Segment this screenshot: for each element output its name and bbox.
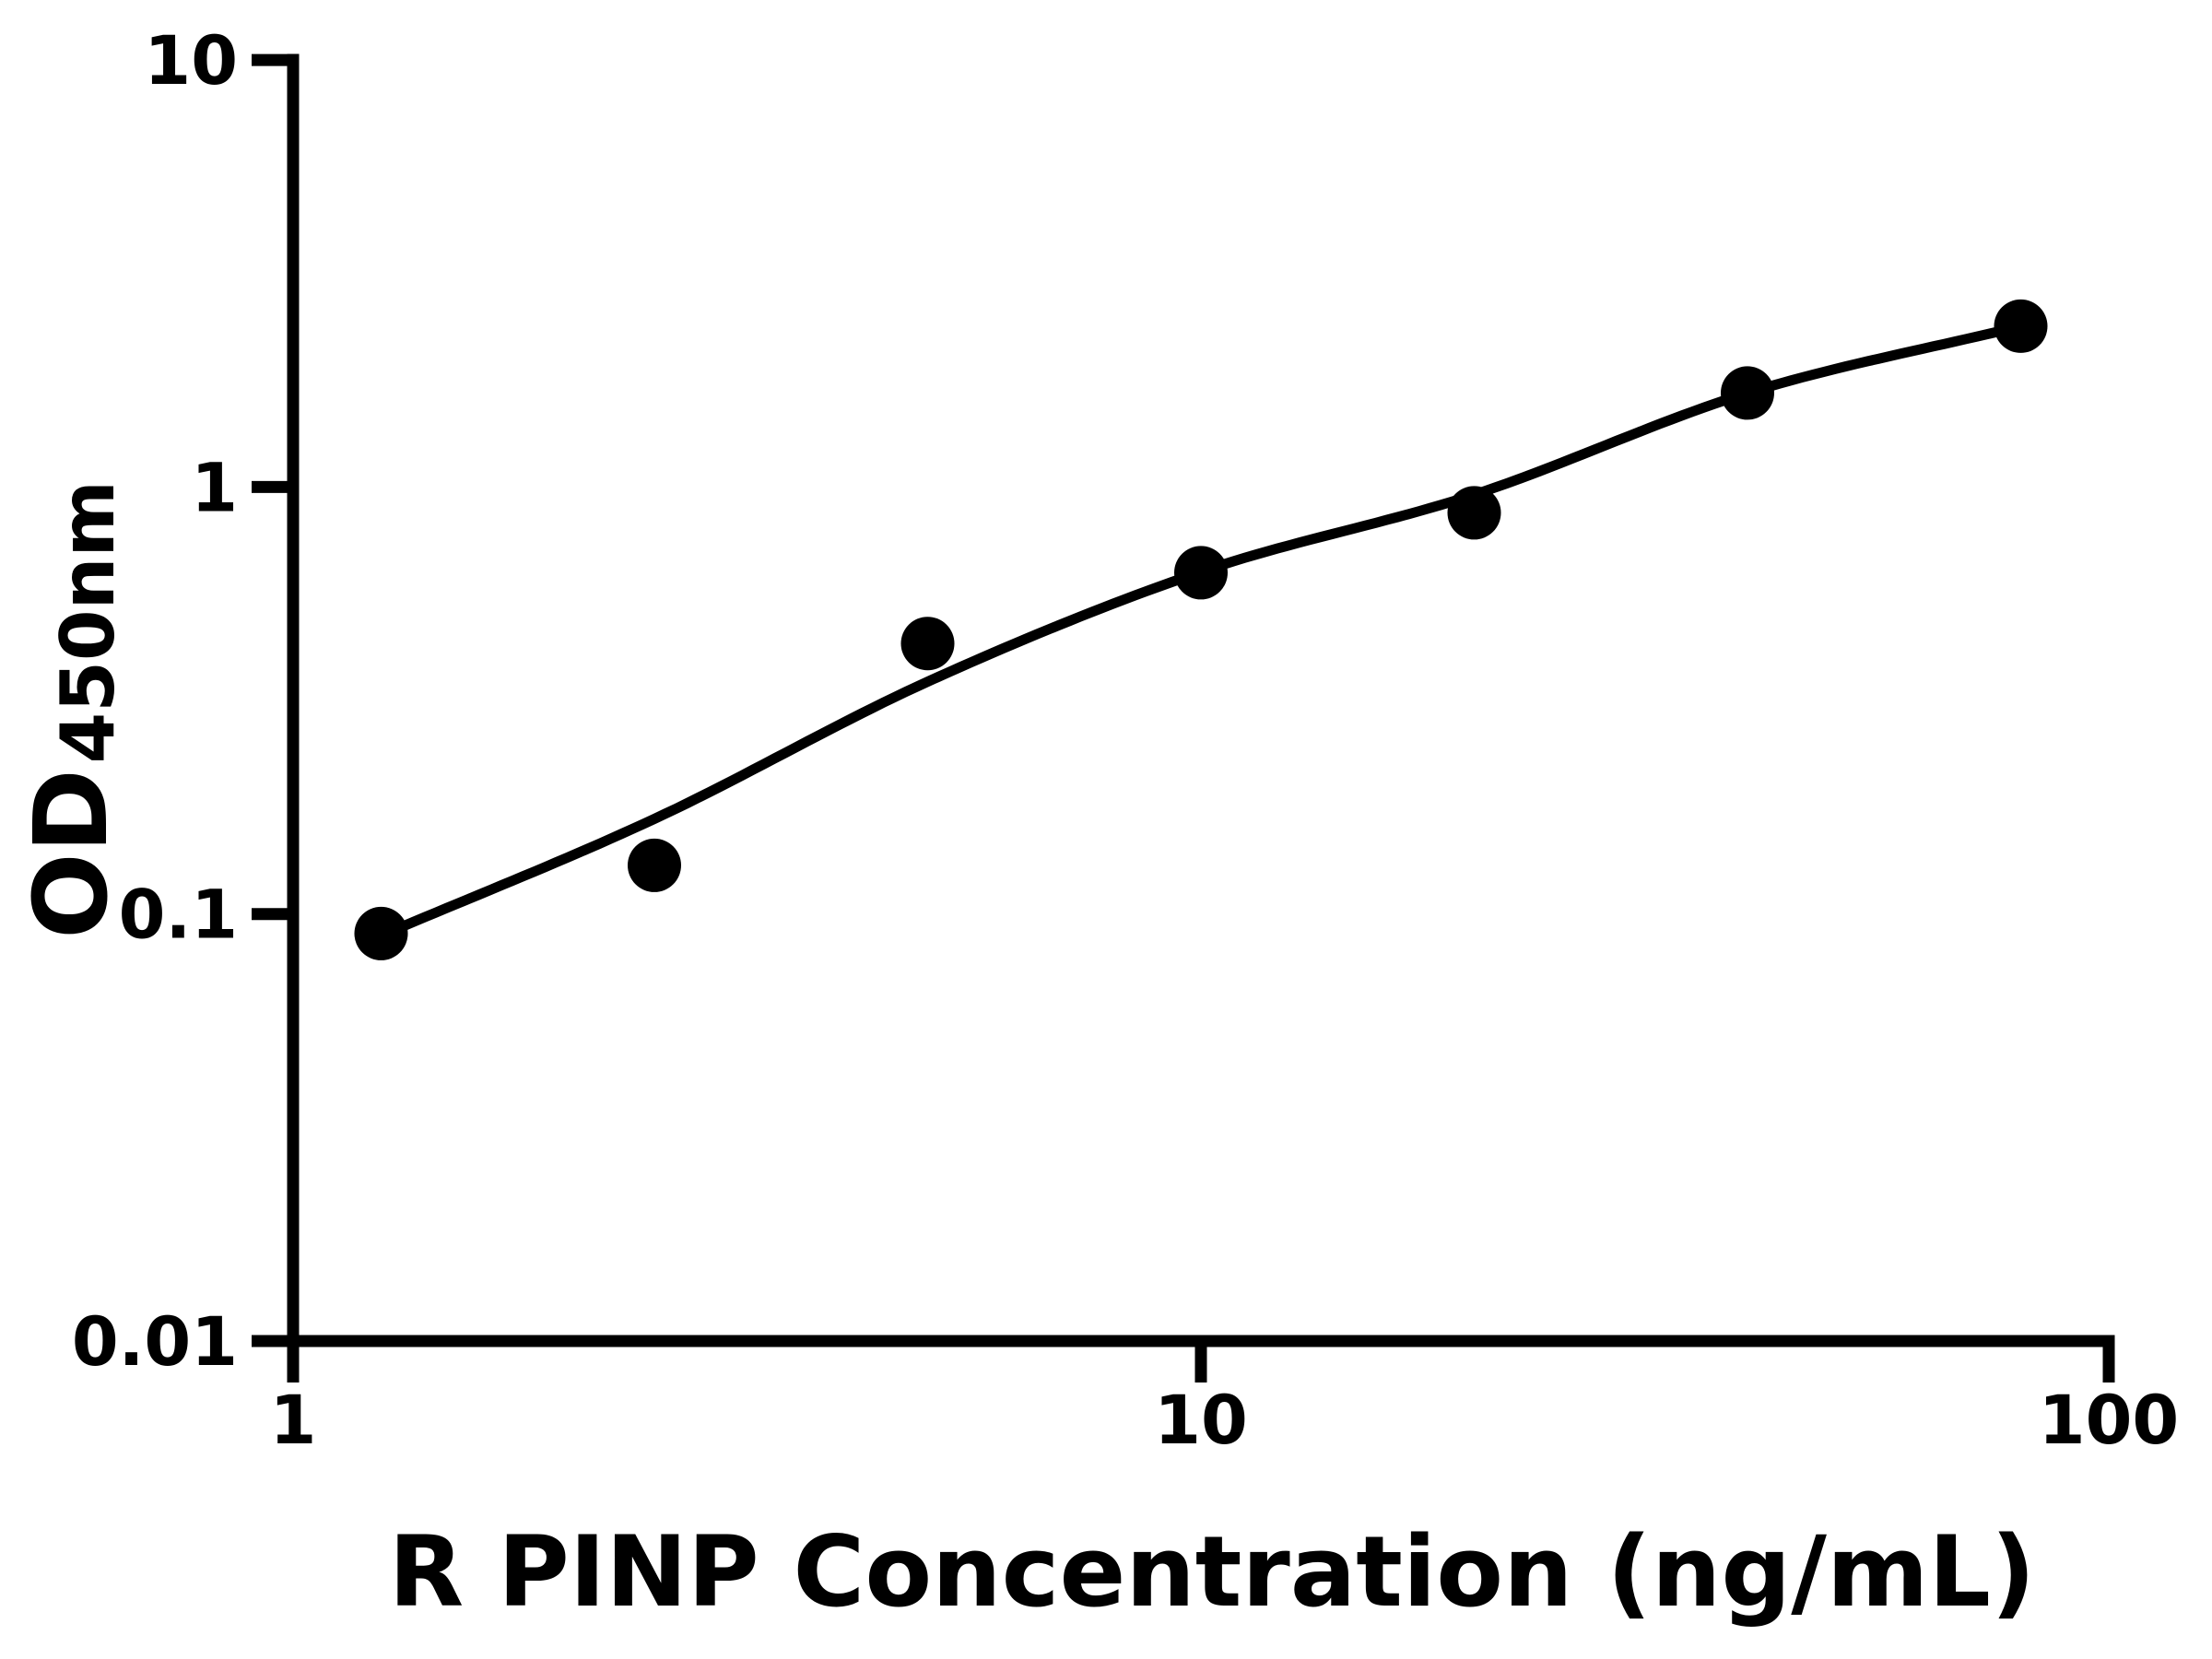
x-axis: 1 10 100 R PINP Concentration (ng/mL) (270, 1335, 2179, 1629)
y-axis-title-main: OD (12, 769, 130, 939)
y-tick-label: 10 (144, 22, 238, 100)
data-points (354, 299, 2048, 960)
y-axis-title-subscript: 450nm (45, 480, 131, 763)
x-tick-label: 100 (2039, 1382, 2179, 1460)
y-axis-title: OD 450nm (12, 480, 131, 939)
data-point (354, 906, 408, 960)
data-point (900, 617, 955, 671)
data-point (628, 838, 681, 892)
y-tick-label: 0.01 (72, 1303, 238, 1382)
y-tick-label: 0.1 (119, 877, 238, 955)
y-axis: 0.01 0.1 1 10 OD 450nm (12, 22, 300, 1382)
y-ticks: 0.01 0.1 1 10 (72, 22, 293, 1382)
fit-curve-line (379, 321, 2022, 941)
x-axis-title: R PINP Concentration (ng/mL) (389, 1515, 2036, 1629)
data-point (1447, 486, 1501, 540)
data-point (1721, 366, 1774, 420)
x-tick-label: 10 (1154, 1382, 1248, 1460)
x-ticks: 1 10 100 (270, 1341, 2179, 1460)
y-tick-label: 1 (191, 449, 238, 527)
data-point (1994, 299, 2048, 353)
x-tick-label: 1 (270, 1382, 317, 1460)
data-point (1174, 546, 1228, 600)
